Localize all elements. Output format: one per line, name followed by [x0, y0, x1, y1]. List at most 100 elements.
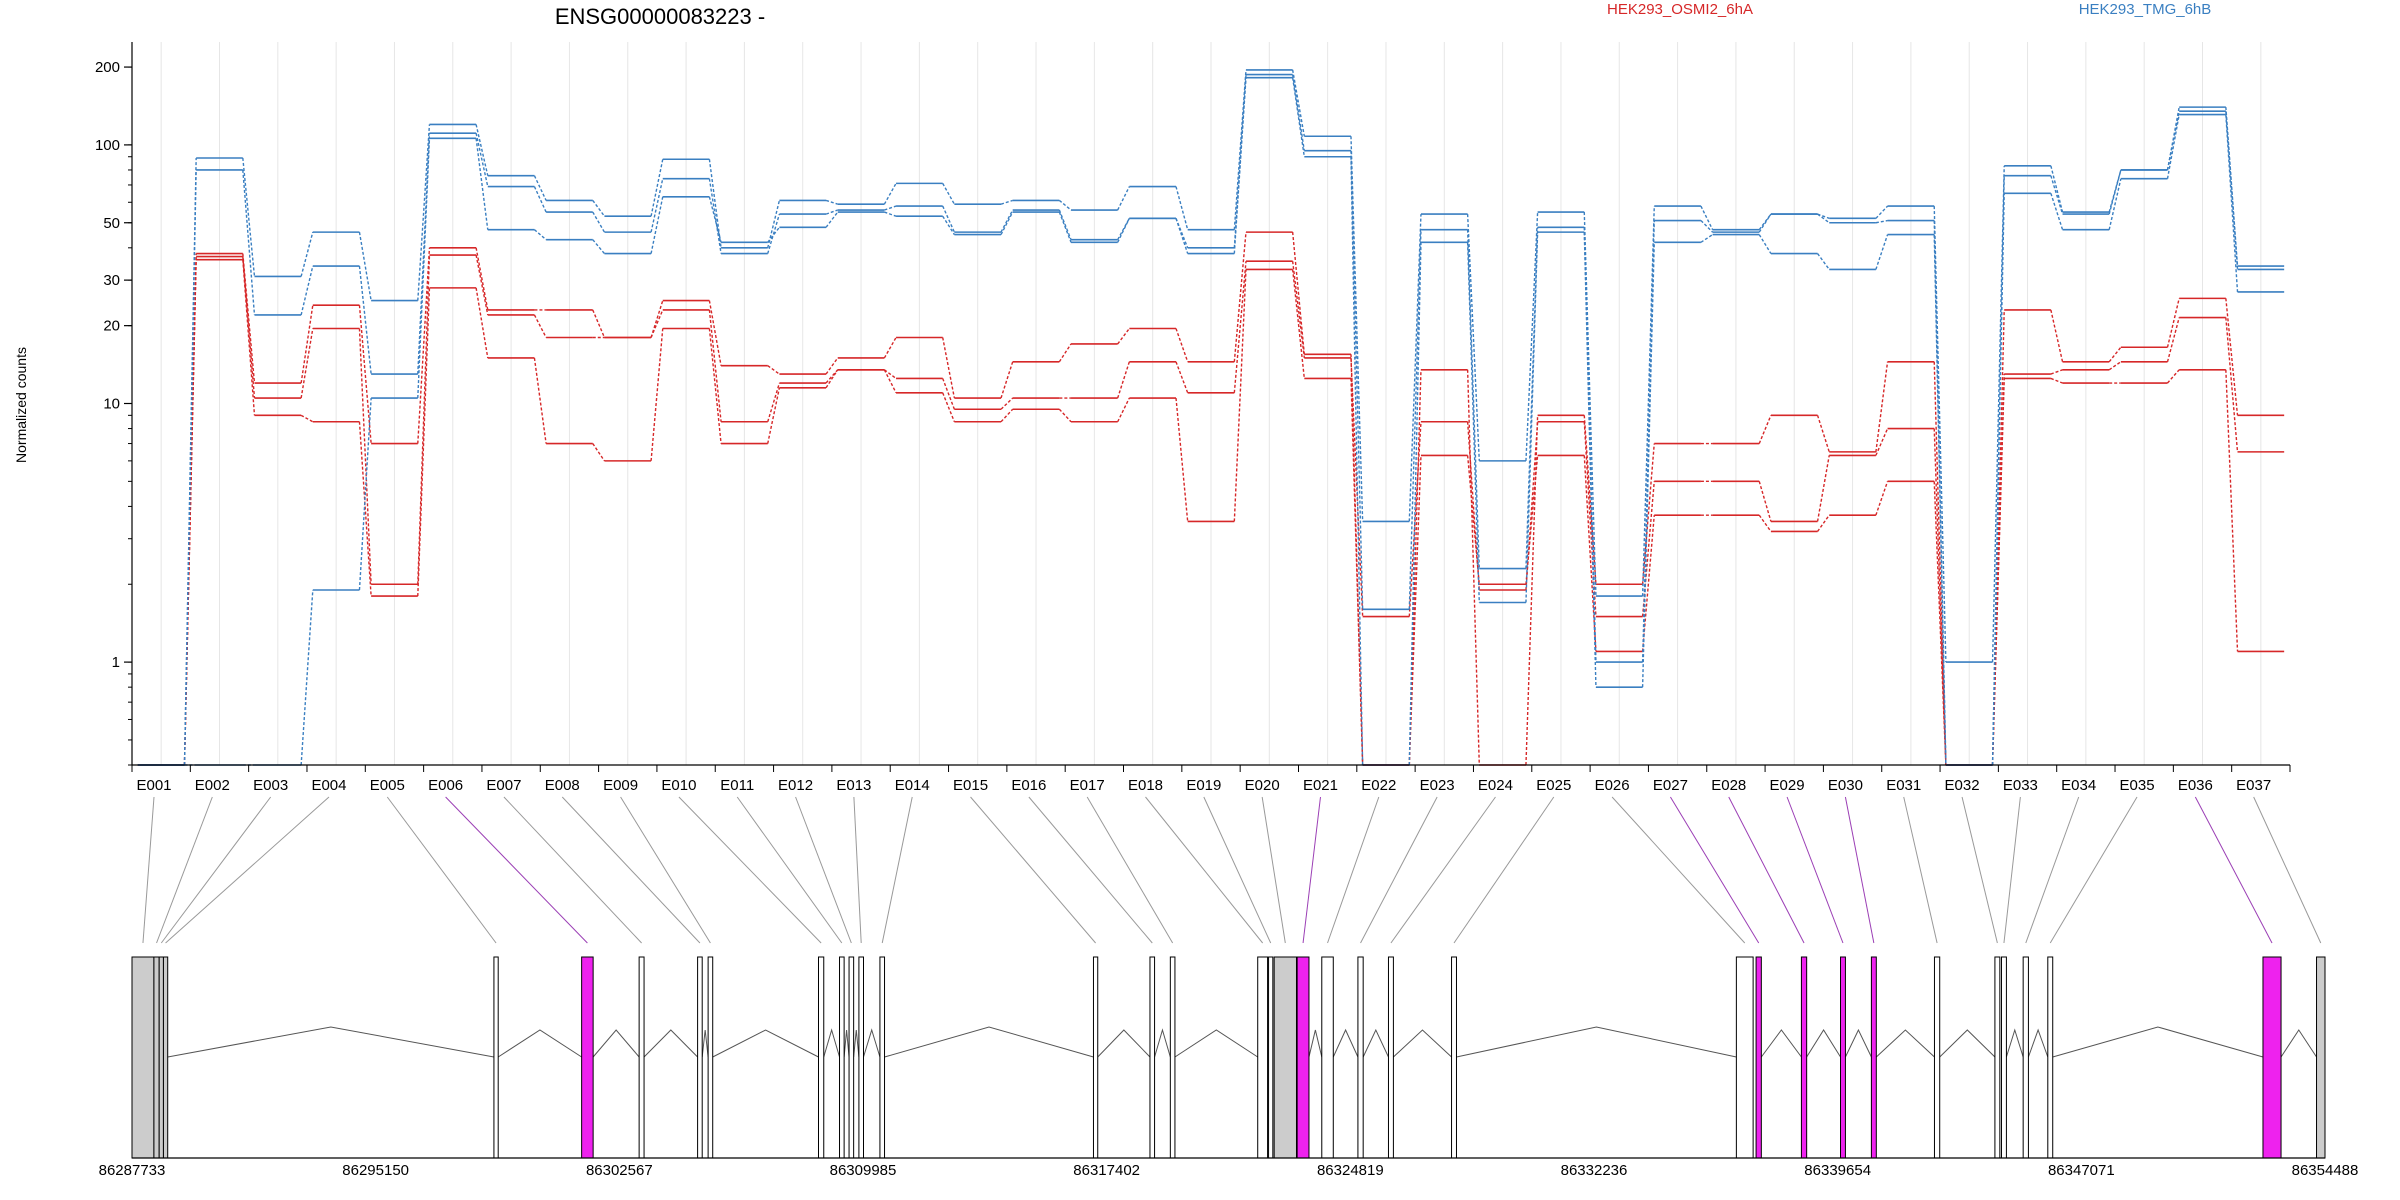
exon-connector — [142, 796, 155, 944]
intron-line — [1939, 1029, 1996, 1058]
series-connector — [1875, 205, 1889, 219]
genomic-tick-label: 86317402 — [1073, 1162, 1140, 1179]
series-connector — [1875, 234, 1889, 270]
series-connector — [1117, 328, 1130, 345]
series-connector — [183, 259, 197, 766]
genomic-tick-label: 86339654 — [1804, 1162, 1871, 1179]
x-tick-label: E008 — [545, 777, 580, 794]
exon-connector — [1145, 796, 1264, 944]
series-connector — [1291, 77, 1306, 157]
exon-box — [1268, 956, 1274, 1159]
exon-connector — [561, 796, 701, 944]
exon-box — [493, 956, 499, 1159]
series-connector — [1291, 74, 1306, 151]
series-connector — [417, 138, 431, 399]
series-connector — [2050, 369, 2063, 375]
intron-line — [1308, 1029, 1323, 1058]
series-connector — [1117, 361, 1131, 399]
series-connector — [1816, 415, 1830, 453]
series-connector — [1058, 209, 1072, 240]
series-connector — [2050, 165, 2064, 213]
y-axis-label: Normalized counts — [13, 347, 29, 463]
exon-box — [1321, 956, 1334, 1159]
series-connector — [1291, 269, 1306, 379]
exon-box — [839, 956, 845, 1159]
exon-box — [2022, 956, 2029, 1159]
y-tick-label: 50 — [103, 215, 120, 232]
series-2 — [137, 254, 2285, 766]
x-tick-label: E028 — [1711, 777, 1746, 794]
intron-line — [2280, 1029, 2317, 1058]
x-tick-label: E001 — [136, 777, 171, 794]
series-connector — [1350, 156, 1364, 766]
series-connector — [1700, 233, 1713, 243]
genomic-tick-label: 86347071 — [2048, 1162, 2115, 1179]
series-connector — [884, 205, 897, 211]
series-connector — [1758, 213, 1772, 233]
series-connector — [1525, 455, 1539, 585]
x-tick-label: E020 — [1245, 777, 1280, 794]
series-connector — [1817, 253, 1830, 270]
series-connector — [1117, 218, 1130, 243]
series-connector — [300, 231, 314, 277]
exon-box — [638, 956, 645, 1159]
series-connector — [2225, 369, 2239, 652]
series-connector — [1991, 193, 2005, 766]
series-connector — [533, 357, 547, 444]
series-connector — [1117, 397, 1130, 423]
series-connector — [2108, 346, 2122, 363]
series-connector — [1758, 213, 1772, 231]
series-connector — [1058, 211, 1072, 243]
series-connector — [417, 133, 431, 375]
intron-line — [884, 1026, 1094, 1058]
chart-title: ENSG00000083223 - — [555, 4, 765, 29]
exon-connector — [795, 796, 852, 944]
exon-box — [131, 956, 155, 1159]
series-connector — [2166, 111, 2180, 171]
series-connector — [475, 138, 489, 230]
x-tick-label: E037 — [2236, 777, 2271, 794]
series-connector — [1058, 343, 1072, 363]
exon-box — [2262, 956, 2282, 1159]
series-connector — [358, 265, 372, 375]
vertical-grid — [160, 42, 2262, 765]
series-connector — [1583, 212, 1597, 597]
series-connector — [2225, 111, 2239, 270]
series-connector — [1583, 415, 1597, 585]
exon-connector — [1360, 796, 1438, 944]
series-connector — [767, 365, 780, 375]
x-tick-label: E021 — [1303, 777, 1338, 794]
genomic-tick-label: 86295150 — [342, 1162, 409, 1179]
series-connector — [1816, 455, 1830, 522]
series-connector — [1350, 357, 1364, 617]
exon-connector — [1327, 796, 1380, 944]
series-connector — [2225, 317, 2239, 452]
series-connector — [475, 133, 489, 187]
series-connector — [1583, 455, 1597, 652]
y-tick-label: 10 — [103, 396, 120, 413]
series-connector — [1758, 415, 1772, 444]
y-tick-label: 30 — [103, 272, 120, 289]
series-connector — [1058, 199, 1072, 211]
series-connector — [1817, 514, 1830, 532]
series-connector — [300, 265, 314, 316]
series-connector — [1758, 481, 1772, 522]
exon-connector — [1844, 796, 1875, 944]
exon-box — [1755, 956, 1762, 1159]
series-connector — [1641, 242, 1655, 688]
series-connector — [825, 369, 839, 384]
series-connector — [2050, 309, 2064, 362]
series-connector — [2050, 193, 2064, 230]
x-tick-label: E010 — [661, 777, 696, 794]
exon-connector — [1728, 796, 1805, 944]
x-tick-label: E024 — [1478, 777, 1513, 794]
exon-box — [581, 956, 594, 1159]
y-tick-label: 20 — [103, 318, 120, 335]
intron-line — [497, 1029, 582, 1058]
series-connector — [2166, 317, 2180, 362]
series-connector — [417, 247, 431, 444]
series-connector — [767, 387, 781, 444]
series-connector — [417, 124, 431, 301]
intron-line — [1393, 1029, 1452, 1058]
intron-line — [853, 1029, 860, 1058]
